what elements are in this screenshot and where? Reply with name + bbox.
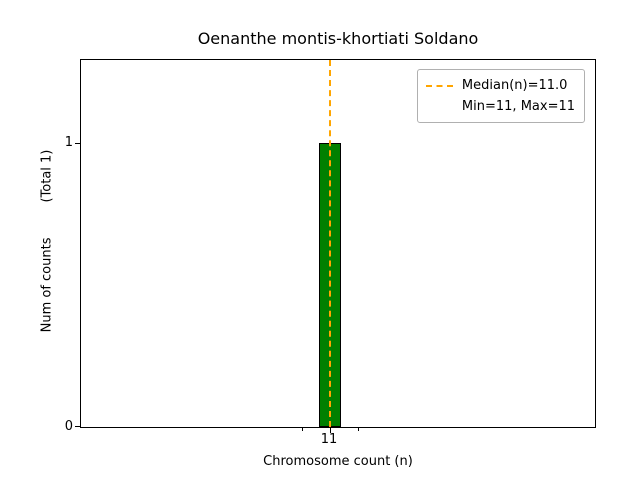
median-line-sample bbox=[425, 84, 453, 87]
x-minor-tick-mark bbox=[358, 427, 359, 431]
y-axis-label: Num of counts (Total 1) bbox=[40, 150, 55, 333]
legend-row-median: Median(n)=11.0 bbox=[425, 75, 575, 96]
legend-row-minmax: Min=11, Max=11 bbox=[426, 96, 575, 117]
x-tick-mark bbox=[330, 427, 331, 433]
y-axis-total-text: (Total 1) bbox=[39, 149, 55, 203]
legend: Median(n)=11.0 Min=11, Max=11 bbox=[416, 69, 585, 123]
y-tick-label: 0 bbox=[64, 419, 73, 434]
legend-spacer bbox=[426, 106, 453, 108]
plot-area: Median(n)=11.0 Min=11, Max=11 0 1 bbox=[65, 59, 596, 434]
x-axis-label: Chromosome count (n) bbox=[263, 454, 413, 469]
y-axis-label-text: Num of counts bbox=[39, 237, 55, 333]
legend-entry-median: Median(n)=11.0 bbox=[461, 78, 568, 93]
y-tick-label: 1 bbox=[64, 135, 73, 150]
x-tick-label: 11 bbox=[320, 432, 338, 447]
y-tick-mark bbox=[75, 143, 81, 144]
y-tick-mark bbox=[75, 426, 81, 427]
legend-entry-minmax: Min=11, Max=11 bbox=[461, 99, 575, 114]
x-minor-tick-mark bbox=[302, 427, 303, 431]
chart-title: Oenanthe montis-khortiati Soldano bbox=[197, 29, 479, 48]
median-line bbox=[329, 60, 331, 427]
